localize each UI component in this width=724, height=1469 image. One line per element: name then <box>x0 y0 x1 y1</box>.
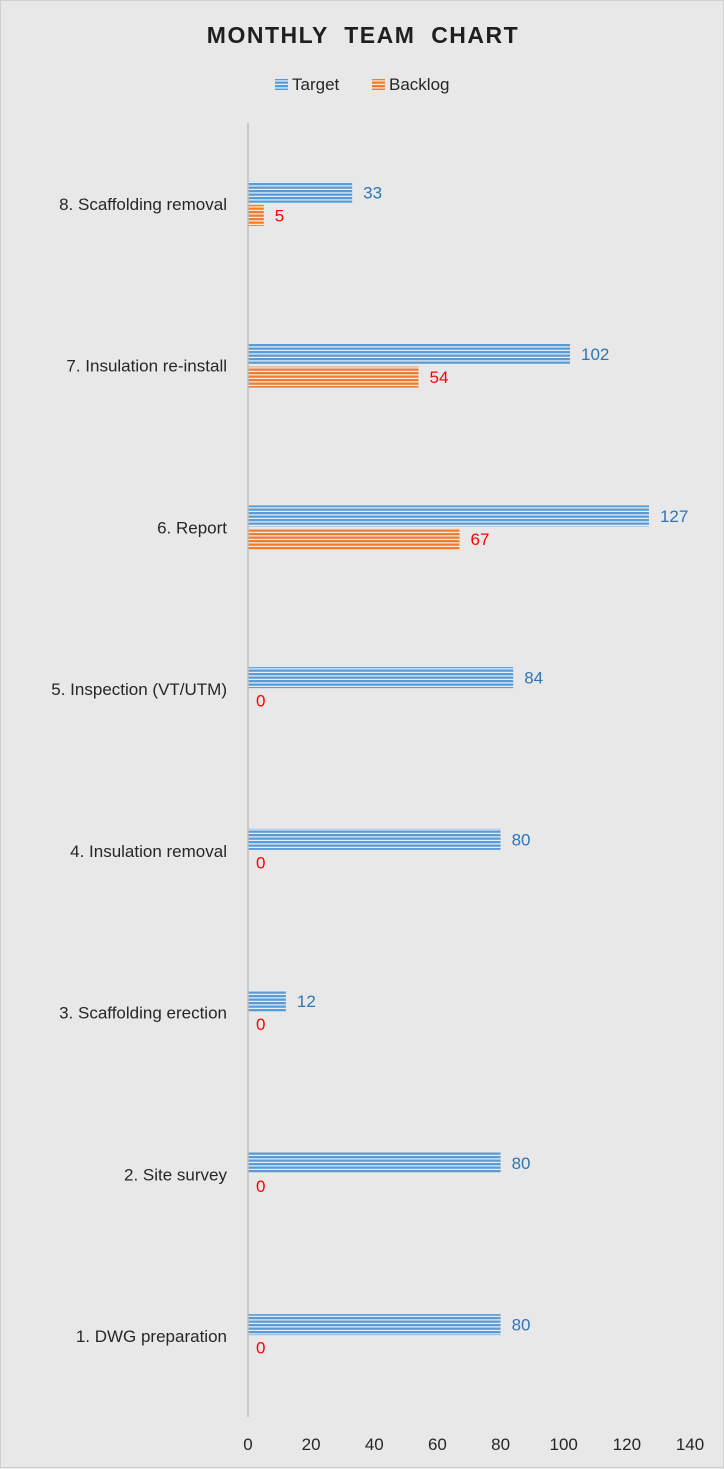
data-label-target: 12 <box>297 992 316 1011</box>
category-labels: 8. Scaffolding removal 7. Insulation re-i… <box>51 195 227 1346</box>
bar-target <box>248 828 501 850</box>
category-label: 7. Insulation re-install <box>66 357 227 376</box>
x-tick-label: 20 <box>302 1435 321 1454</box>
data-label-backlog: 0 <box>256 1015 265 1034</box>
data-label-target: 102 <box>581 345 609 364</box>
x-tick-label: 120 <box>613 1435 641 1454</box>
data-label-backlog: 5 <box>275 206 284 225</box>
data-label-backlog: 67 <box>471 530 490 549</box>
x-tick-label: 80 <box>491 1435 510 1454</box>
category-label: 6. Report <box>157 518 227 537</box>
x-tick-label: 40 <box>365 1435 384 1454</box>
data-label-target: 127 <box>660 507 688 526</box>
data-labels: 33 5 102 54 127 67 84 0 80 0 12 0 80 0 80 0 <box>256 183 688 1357</box>
category-label: 3. Scaffolding erection <box>59 1004 227 1023</box>
data-label-target: 80 <box>512 1316 531 1335</box>
bar-backlog <box>248 204 264 226</box>
data-label-backlog: 54 <box>429 368 448 387</box>
bar-backlog <box>248 528 460 550</box>
x-tick-label: 0 <box>243 1435 252 1454</box>
data-label-target: 80 <box>512 1154 531 1173</box>
category-label: 1. DWG preparation <box>76 1327 227 1346</box>
category-label: 8. Scaffolding removal <box>59 195 227 214</box>
category-label: 2. Site survey <box>124 1165 227 1184</box>
bar-target <box>248 181 353 203</box>
chart-legend: Target Backlog <box>275 75 449 94</box>
bar-target <box>248 505 649 527</box>
x-axis-tick-labels: 0 20 40 60 80 100 120 140 <box>243 1435 704 1454</box>
x-tick-label: 140 <box>676 1435 704 1454</box>
data-label-target: 84 <box>524 669 543 688</box>
legend-label-target: Target <box>292 75 340 94</box>
category-label: 5. Inspection (VT/UTM) <box>51 680 227 699</box>
legend-swatch-target <box>275 79 288 90</box>
bar-target <box>248 1314 501 1336</box>
bars-group <box>248 181 649 1336</box>
category-label: 4. Insulation removal <box>70 842 227 861</box>
data-label-target: 80 <box>512 830 531 849</box>
x-tick-label: 60 <box>428 1435 447 1454</box>
data-label-backlog: 0 <box>256 1339 265 1358</box>
data-label-backlog: 0 <box>256 1177 265 1196</box>
x-tick-label: 100 <box>550 1435 578 1454</box>
chart-title: MONTHLY TEAM CHART <box>207 22 519 48</box>
data-label-target: 33 <box>363 183 382 202</box>
data-label-backlog: 0 <box>256 692 265 711</box>
bar-target <box>248 990 286 1012</box>
bar-target <box>248 343 571 365</box>
legend-label-backlog: Backlog <box>389 75 449 94</box>
bar-backlog <box>248 366 419 388</box>
data-label-backlog: 0 <box>256 853 265 872</box>
bar-target <box>248 667 514 689</box>
bar-target <box>248 1152 501 1174</box>
legend-swatch-backlog <box>372 79 385 90</box>
